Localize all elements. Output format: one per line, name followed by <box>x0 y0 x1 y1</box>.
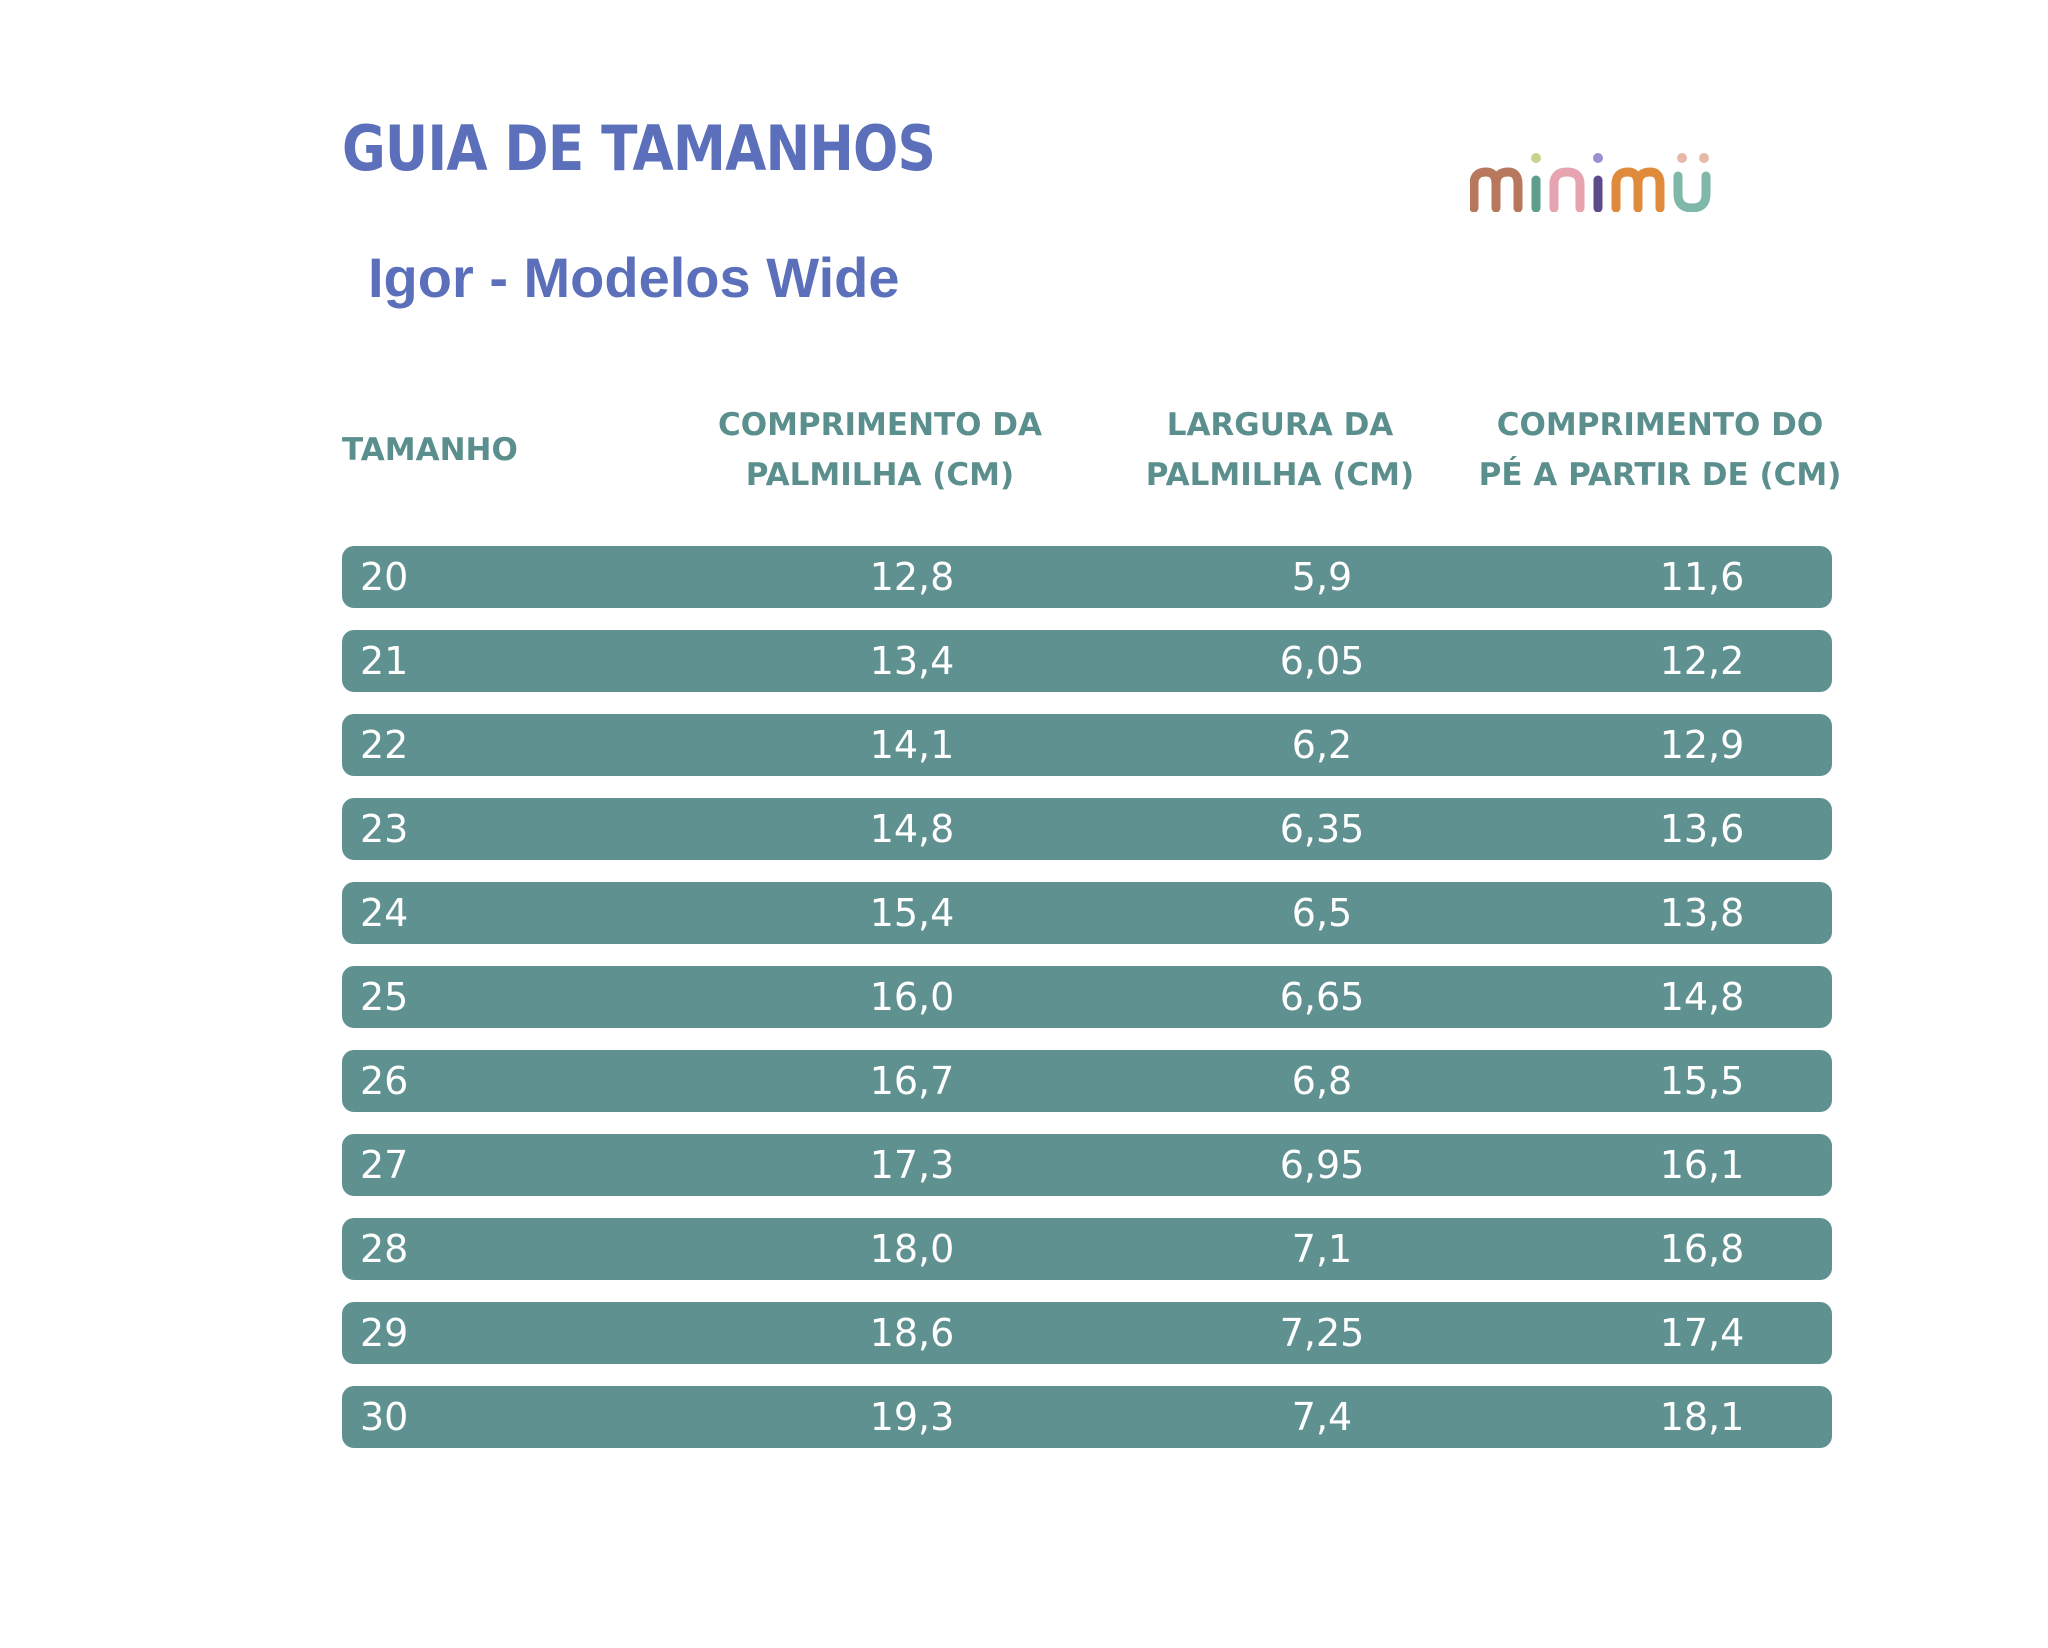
page-title: GUIA DE TAMANHOS <box>342 112 936 185</box>
table-row: 30 19,3 7,4 18,1 <box>342 1386 1832 1448</box>
insole-length-cell: 16,0 <box>869 975 955 1019</box>
table-row: 22 14,1 6,2 12,9 <box>342 714 1832 776</box>
table-row: 21 13,4 6,05 12,2 <box>342 630 1832 692</box>
table-row: 24 15,4 6,5 13,8 <box>342 882 1832 944</box>
table-row: 20 12,8 5,9 11,6 <box>342 546 1832 608</box>
table-row: 29 18,6 7,25 17,4 <box>342 1302 1832 1364</box>
insole-width-cell: 7,1 <box>1291 1227 1353 1271</box>
table-row: 25 16,0 6,65 14,8 <box>342 966 1832 1028</box>
insole-length-cell: 15,4 <box>869 891 955 935</box>
size-cell: 26 <box>360 1059 409 1103</box>
insole-length-cell: 16,7 <box>869 1059 955 1103</box>
insole-length-cell: 18,0 <box>869 1227 955 1271</box>
insole-length-cell: 12,8 <box>869 555 955 599</box>
foot-length-cell: 12,9 <box>1659 723 1745 767</box>
insole-length-cell: 19,3 <box>869 1395 955 1439</box>
column-header-comprimento-pe: COMPRIMENTO DO PÉ A PARTIR DE (CM) <box>1478 407 1842 493</box>
insole-width-cell: 6,95 <box>1279 1143 1365 1187</box>
minimu-logo <box>1470 153 1711 212</box>
foot-length-cell: 11,6 <box>1659 555 1745 599</box>
size-cell: 21 <box>360 639 409 683</box>
column-header-largura-palmilha: LARGURA DA PALMILHA (CM) <box>1145 407 1415 493</box>
foot-length-cell: 15,5 <box>1659 1059 1745 1103</box>
table-row: 26 16,7 6,8 15,5 <box>342 1050 1832 1112</box>
table-row: 23 14,8 6,35 13,6 <box>342 798 1832 860</box>
size-cell: 27 <box>360 1143 409 1187</box>
insole-length-cell: 18,6 <box>869 1311 955 1355</box>
page-subtitle: Igor - Modelos Wide <box>368 246 900 309</box>
size-cell: 22 <box>360 723 409 767</box>
size-cell: 25 <box>360 975 409 1019</box>
foot-length-cell: 12,2 <box>1659 639 1745 683</box>
size-cell: 20 <box>360 555 409 599</box>
foot-length-cell: 16,8 <box>1659 1227 1745 1271</box>
insole-width-cell: 7,4 <box>1291 1395 1353 1439</box>
size-table: 20 12,8 5,9 11,6 21 13,4 6,05 12,2 22 14… <box>342 546 1832 1470</box>
insole-width-cell: 6,65 <box>1279 975 1365 1019</box>
insole-length-cell: 14,8 <box>869 807 955 851</box>
insole-width-cell: 6,35 <box>1279 807 1365 851</box>
insole-width-cell: 7,25 <box>1279 1311 1365 1355</box>
table-row: 27 17,3 6,95 16,1 <box>342 1134 1832 1196</box>
size-cell: 29 <box>360 1311 409 1355</box>
foot-length-cell: 16,1 <box>1659 1143 1745 1187</box>
insole-length-cell: 17,3 <box>869 1143 955 1187</box>
insole-width-cell: 6,2 <box>1291 723 1353 767</box>
table-row: 28 18,0 7,1 16,8 <box>342 1218 1832 1280</box>
size-cell: 23 <box>360 807 409 851</box>
size-cell: 24 <box>360 891 409 935</box>
insole-width-cell: 6,5 <box>1291 891 1353 935</box>
foot-length-cell: 14,8 <box>1659 975 1745 1019</box>
foot-length-cell: 18,1 <box>1659 1395 1745 1439</box>
column-header-tamanho: TAMANHO <box>342 432 518 468</box>
column-header-comprimento-palmilha: COMPRIMENTO DA PALMILHA (CM) <box>717 407 1043 493</box>
insole-width-cell: 6,8 <box>1291 1059 1353 1103</box>
size-cell: 28 <box>360 1227 409 1271</box>
foot-length-cell: 17,4 <box>1659 1311 1745 1355</box>
insole-length-cell: 13,4 <box>869 639 955 683</box>
size-cell: 30 <box>360 1395 409 1439</box>
foot-length-cell: 13,8 <box>1659 891 1745 935</box>
insole-length-cell: 14,1 <box>869 723 955 767</box>
foot-length-cell: 13,6 <box>1659 807 1745 851</box>
insole-width-cell: 6,05 <box>1279 639 1365 683</box>
insole-width-cell: 5,9 <box>1291 555 1353 599</box>
